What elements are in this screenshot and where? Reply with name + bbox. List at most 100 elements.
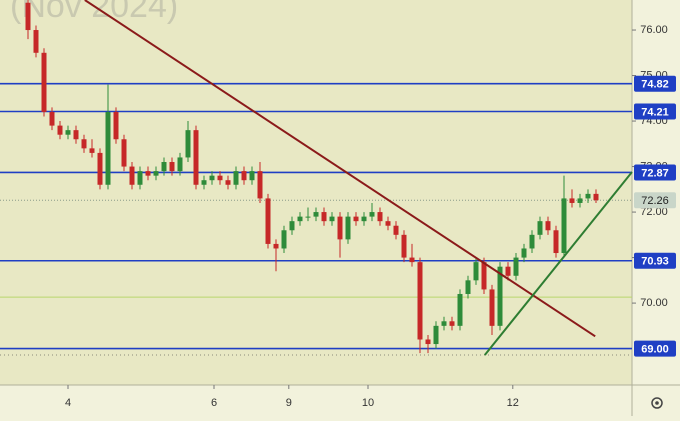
candle-body [225, 180, 231, 185]
candle-body [577, 198, 583, 203]
candle-body [209, 175, 215, 181]
candle-body [369, 212, 375, 217]
trendline [484, 171, 633, 356]
candle-body [89, 148, 95, 153]
candle-body [505, 266, 511, 276]
candle-body [257, 171, 263, 199]
x-tick-label: 10 [362, 397, 374, 409]
x-tick-label: 4 [65, 397, 71, 409]
settings-gear[interactable] [651, 397, 663, 409]
candle-body [129, 166, 135, 185]
settings-dot[interactable] [655, 401, 659, 405]
price-badge-label: 72.87 [641, 167, 669, 179]
candle-body [497, 266, 503, 326]
candle-body [97, 152, 103, 185]
candle-body [465, 280, 471, 294]
candle-body [353, 216, 359, 222]
candle-body [105, 111, 111, 185]
last-price-label: 72.26 [641, 195, 669, 207]
candle-body [121, 139, 127, 167]
candle-body [153, 171, 159, 176]
candle-body [321, 212, 327, 222]
candle-body [65, 130, 71, 135]
candle-body [409, 257, 415, 263]
candle-body [553, 230, 559, 254]
candle-body [481, 262, 487, 290]
candle-body [593, 193, 599, 201]
candle-body [529, 234, 535, 249]
candle-body [217, 175, 223, 181]
candle-body [433, 325, 439, 345]
candle-body [265, 198, 271, 244]
candle-body [489, 289, 495, 326]
candle-body [457, 293, 463, 326]
candle-body [377, 212, 383, 222]
candle-body [297, 216, 303, 222]
candle-body [441, 321, 447, 326]
candle-body [561, 198, 567, 254]
candle-body [361, 216, 367, 222]
candle-body [249, 171, 255, 181]
price-badge [634, 164, 676, 181]
candle-body [521, 248, 527, 258]
candle-body [281, 230, 287, 249]
candle-body [113, 111, 119, 140]
x-tick-label: 12 [507, 397, 519, 409]
candle-body [537, 221, 543, 235]
candle-body [585, 193, 591, 199]
candle-body [385, 221, 391, 226]
candle-body [177, 157, 183, 172]
candle-body [393, 225, 399, 235]
candle-body [473, 262, 479, 281]
candle-body [81, 139, 87, 149]
candle-body [193, 130, 199, 185]
candle-body [137, 171, 143, 185]
price-badge-label: 69.00 [641, 343, 669, 355]
price-badge [634, 252, 676, 269]
last-price-badge [634, 192, 676, 209]
x-tick-label: 6 [211, 397, 217, 409]
candle-body [57, 125, 63, 135]
candle-body [25, 2, 31, 31]
candle-body [313, 212, 319, 217]
candle-body [49, 111, 55, 126]
candle-body [329, 216, 335, 222]
candle-body [41, 52, 47, 112]
candle-body [33, 30, 39, 53]
price-badge [634, 340, 676, 357]
price-badge-label: 74.82 [641, 79, 669, 91]
candle-body [337, 216, 343, 240]
candle-body [161, 162, 167, 172]
candle-body [233, 171, 239, 185]
candle-body [425, 339, 431, 345]
y-tick-label: 76.00 [640, 24, 668, 36]
candle-body [201, 180, 207, 185]
candle-body [569, 198, 575, 203]
y-tick-label: 70.00 [640, 297, 668, 309]
candle-body [401, 234, 407, 258]
candle-body [545, 221, 551, 231]
y-tick-label: 72.00 [640, 206, 668, 218]
price-badge [634, 103, 676, 120]
price-badge-label: 70.93 [641, 256, 669, 268]
settings-icon[interactable] [651, 397, 663, 409]
candle-body [73, 130, 79, 140]
price-badge [634, 75, 676, 92]
plot-background [0, 0, 632, 385]
candle-body [169, 162, 175, 172]
candle-body [185, 130, 191, 158]
candle-body [305, 216, 311, 218]
candle-body [145, 171, 151, 176]
trendline [84, 0, 596, 338]
watermark: (Nov 2024) [10, 0, 178, 25]
candle-body [241, 171, 247, 181]
candle-body [417, 262, 423, 340]
candle-body [513, 257, 519, 276]
candle-body [289, 221, 295, 231]
candle-body [345, 216, 351, 240]
x-tick-label: 9 [286, 397, 292, 409]
candle-body [273, 243, 279, 249]
price-badge-label: 74.21 [641, 106, 669, 118]
candle-body [449, 321, 455, 326]
